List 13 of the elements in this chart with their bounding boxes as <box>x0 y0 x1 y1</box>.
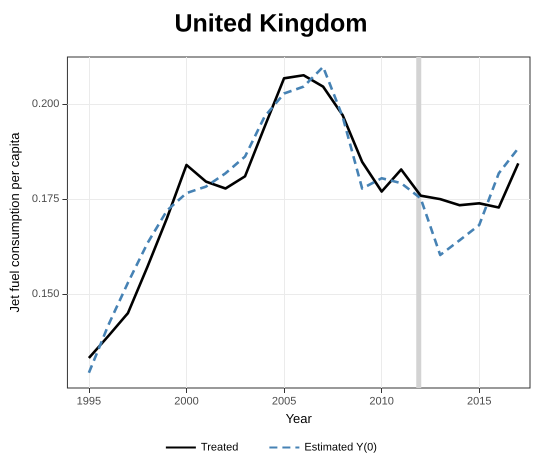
x-tick-label: 1995 <box>76 396 102 408</box>
x-axis-title: Year <box>286 410 313 426</box>
legend-label: Treated <box>200 442 238 454</box>
x-tick-label: 2000 <box>174 396 199 408</box>
y-tick-label: 0.150 <box>32 288 60 300</box>
legend-label: Estimated Y(0) <box>304 442 377 454</box>
x-tick-label: 2015 <box>467 396 492 408</box>
y-tick-label: 0.175 <box>32 193 60 206</box>
x-tick-label: 2010 <box>369 396 394 408</box>
x-tick-label: 2005 <box>272 396 296 408</box>
chart-title: United Kingdom <box>174 10 368 38</box>
y-tick-label: 0.200 <box>32 98 60 110</box>
y-axis-title: Jet fuel consumption per capita <box>7 132 22 312</box>
